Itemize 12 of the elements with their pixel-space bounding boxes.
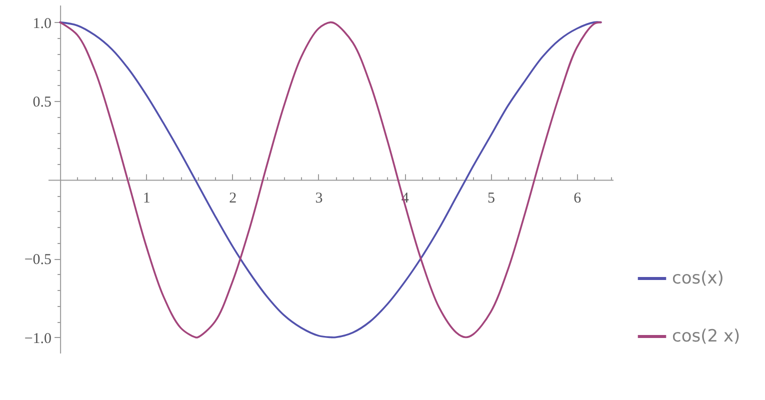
x-tick-label: 2 — [229, 190, 237, 206]
legend-label: cos(x) — [672, 268, 724, 289]
y-tick-label: 0.5 — [32, 94, 52, 111]
legend-label: cos(2 x) — [672, 326, 740, 347]
x-tick-label: 3 — [315, 190, 323, 206]
y-tick-label: −0.5 — [24, 252, 52, 268]
line-series — [59, 21, 602, 338]
y-tick-label: 1.0 — [32, 16, 52, 32]
x-tick-label: 1 — [142, 190, 150, 206]
x-tick-label: 6 — [574, 190, 582, 206]
y-tick-label: −1.0 — [24, 330, 52, 347]
x-tick-label: 5 — [487, 190, 495, 206]
